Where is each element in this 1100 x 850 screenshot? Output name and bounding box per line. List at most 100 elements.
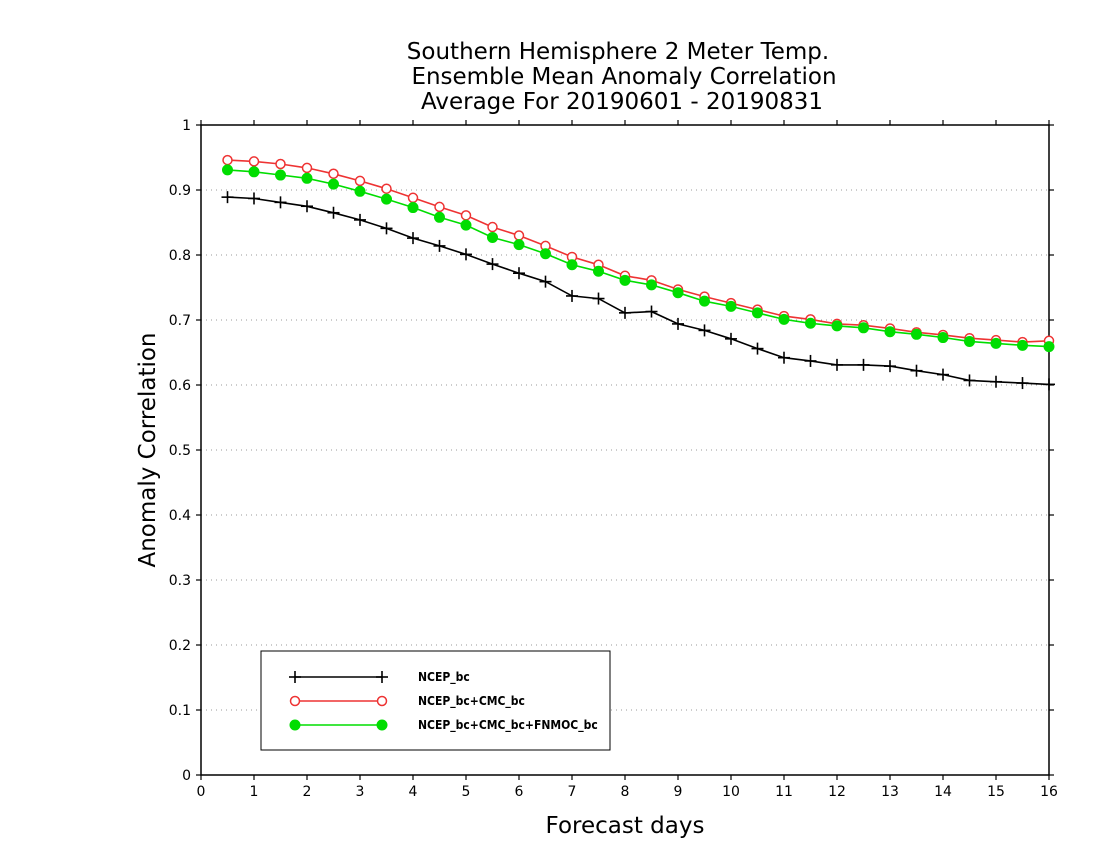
data-point <box>963 374 976 387</box>
legend-label: NCEP_bc <box>418 670 470 685</box>
data-point <box>911 328 922 340</box>
data-point <box>434 211 445 223</box>
legend-marker <box>289 719 301 731</box>
data-point <box>884 326 896 338</box>
data-point <box>248 192 260 205</box>
y-axis: 0 0.1 0.2 0.3 0.4 0.5 0.6 0.7 0.8 0.9 1 <box>169 118 1054 784</box>
x-tick-label: 11 <box>775 784 793 800</box>
data-point <box>222 154 233 166</box>
x-tick-label: 9 <box>674 784 683 800</box>
x-tick-label: 0 <box>197 784 206 800</box>
data-point <box>513 230 525 241</box>
grid <box>201 189 1049 711</box>
data-point <box>354 185 366 197</box>
data-point <box>566 259 578 271</box>
series-line <box>227 159 1050 343</box>
data-point <box>1043 378 1055 391</box>
data-point <box>274 196 287 209</box>
series <box>221 154 1055 391</box>
series-2 <box>222 154 1055 348</box>
data-point <box>831 358 843 371</box>
x-tick-label: 4 <box>409 784 418 800</box>
chart-title: Southern Hemisphere 2 Meter Temp.Ensembl… <box>407 39 837 115</box>
series-1 <box>221 191 1055 391</box>
y-tick-label: 0.5 <box>169 443 191 459</box>
data-point <box>725 332 737 345</box>
data-point <box>672 287 684 299</box>
data-point <box>672 317 684 330</box>
y-tick-label: 0.1 <box>169 703 191 719</box>
data-point <box>699 295 710 307</box>
chart-title-line: Ensemble Mean Anomaly Correlation <box>411 64 836 90</box>
x-tick-label: 8 <box>621 784 630 800</box>
data-point <box>937 368 949 381</box>
data-point <box>539 275 552 288</box>
x-tick-label: 13 <box>881 784 899 800</box>
x-axis: 0 1 2 3 4 5 6 7 8 9 10 11 12 13 14 15 16 <box>197 120 1058 800</box>
data-point <box>831 320 843 332</box>
data-point <box>301 200 313 213</box>
x-tick-label: 1 <box>250 784 259 800</box>
data-point <box>513 267 525 280</box>
y-tick-label: 0.2 <box>169 638 191 654</box>
data-point <box>884 360 896 373</box>
data-point <box>513 239 525 251</box>
series-3 <box>222 164 1055 353</box>
x-tick-label: 2 <box>303 784 312 800</box>
data-point <box>487 231 498 243</box>
y-tick-label: 0.9 <box>169 183 191 199</box>
data-point <box>990 375 1002 388</box>
data-point <box>248 166 260 178</box>
data-point <box>751 342 764 355</box>
legend-marker <box>376 719 388 731</box>
data-point <box>328 168 339 179</box>
data-point <box>354 213 366 226</box>
data-point <box>857 358 870 371</box>
data-point <box>301 162 313 174</box>
data-point <box>380 222 393 235</box>
data-point <box>248 156 260 167</box>
data-point <box>805 317 816 329</box>
legend-item: NCEP_bc <box>289 670 470 685</box>
legend-marker <box>376 695 388 707</box>
data-point <box>566 289 578 302</box>
data-point <box>487 221 498 233</box>
y-tick-label: 0.4 <box>169 508 191 524</box>
data-point <box>1016 377 1029 390</box>
data-point <box>301 172 313 184</box>
data-point <box>327 206 340 219</box>
data-point <box>222 164 233 176</box>
data-point <box>486 258 499 271</box>
data-point <box>275 158 286 170</box>
data-point <box>540 248 551 260</box>
series-line <box>227 169 1050 348</box>
data-point <box>381 183 392 194</box>
y-tick-label: 0.3 <box>169 573 191 589</box>
data-point <box>460 248 472 261</box>
data-point <box>354 175 366 187</box>
data-point <box>460 210 472 221</box>
y-tick-label: 1 <box>182 118 191 134</box>
data-point <box>910 364 923 377</box>
y-tick-label: 0.7 <box>169 313 191 329</box>
x-tick-label: 16 <box>1040 784 1058 800</box>
legend-item: NCEP_bc+CMC_bc <box>289 694 525 709</box>
data-point <box>433 239 446 252</box>
legend-label: NCEP_bc+CMC_bc+FNMOC_bc <box>418 718 598 733</box>
y-tick-label: 0.8 <box>169 248 191 264</box>
y-tick-label: 0.6 <box>169 378 191 394</box>
x-tick-label: 6 <box>515 784 524 800</box>
data-point <box>858 322 869 334</box>
y-axis-label: Anomaly Correlation <box>135 332 161 567</box>
legend-item: NCEP_bc+CMC_bc+FNMOC_bc <box>289 718 598 733</box>
data-point <box>381 193 392 205</box>
data-point <box>778 351 790 364</box>
data-point <box>646 279 657 291</box>
data-point <box>778 313 790 325</box>
data-point <box>937 332 949 344</box>
data-point <box>275 169 286 181</box>
x-tick-label: 15 <box>987 784 1005 800</box>
data-point <box>619 274 631 286</box>
data-point <box>990 337 1002 349</box>
